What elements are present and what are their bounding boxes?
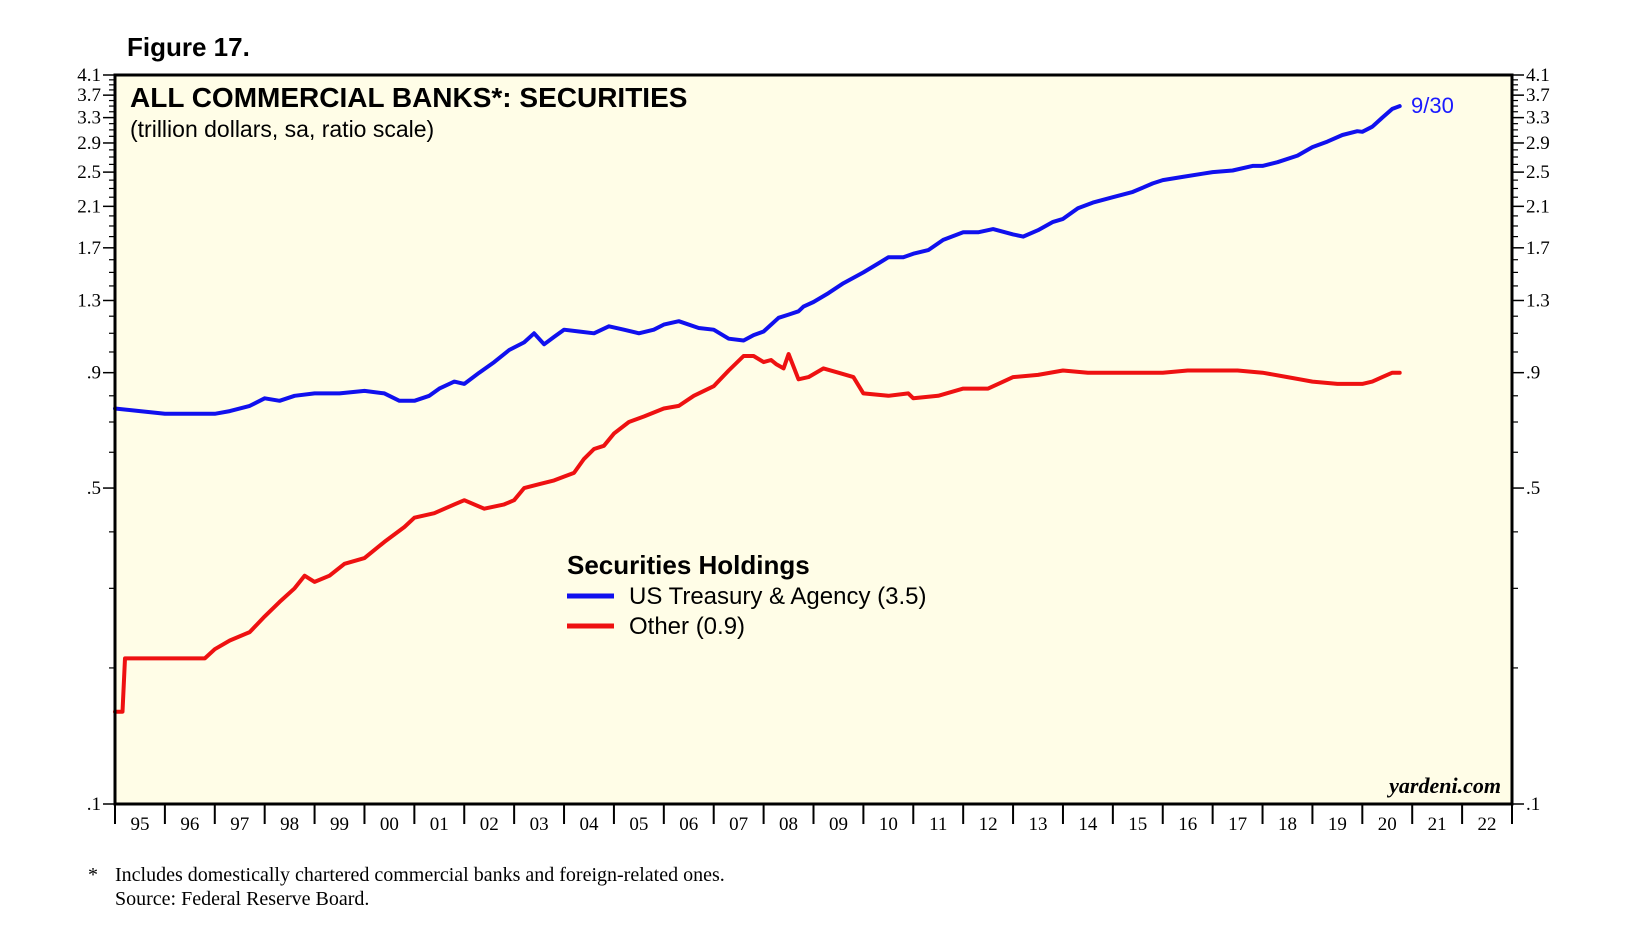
y-tick-label-right: 2.1 [1526, 196, 1550, 217]
x-tick-label: 13 [1029, 814, 1048, 835]
x-tick-label: 10 [879, 814, 898, 835]
x-tick-label: 97 [230, 814, 249, 835]
y-tick-label-left: 4.1 [77, 65, 101, 86]
y-tick-label-left: 3.7 [77, 85, 101, 106]
legend-label-other: Other (0.9) [629, 613, 745, 640]
x-tick-label: 14 [1078, 814, 1098, 835]
y-axis-right: .1 .5 .9 1.3 1.7 2.1 2.5 2.9 3.33.74.1 [1512, 65, 1550, 815]
x-tick-label: 08 [779, 814, 798, 835]
y-tick-label-left: 2.5 [77, 162, 101, 183]
figure-label: Figure 17. [127, 32, 250, 62]
chart-title: ALL COMMERCIAL BANKS*: SECURITIES [130, 82, 687, 113]
y-tick-label-left: .9 [87, 363, 101, 384]
y-tick-label-left: 2.1 [77, 196, 101, 217]
watermark: yardeni.com [1386, 773, 1501, 798]
x-tick-label: 20 [1378, 814, 1397, 835]
end-date-label: 9/30 [1411, 93, 1454, 118]
y-tick-label-left: 1.3 [77, 290, 101, 311]
y-tick-label-right: .5 [1526, 478, 1540, 499]
x-tick-label: 22 [1478, 814, 1497, 835]
y-tick-label-right: 3.7 [1526, 85, 1550, 106]
x-tick-label: 00 [380, 814, 399, 835]
plot-frame [113, 73, 1514, 806]
y-tick-label-left: .1 [87, 794, 101, 815]
legend: Securities Holdings US Treasury & Agency… [567, 550, 926, 640]
legend-label-treasury: US Treasury & Agency (3.5) [629, 583, 926, 610]
x-tick-label: 07 [729, 814, 748, 835]
x-tick-label: 96 [180, 814, 199, 835]
x-tick-label: 21 [1428, 814, 1447, 835]
footnote-marker: * [88, 864, 98, 886]
y-tick-label-right: 1.3 [1526, 290, 1550, 311]
x-tick-label: 19 [1328, 814, 1347, 835]
y-tick-label-left: 3.3 [77, 108, 101, 129]
y-tick-label-right: 1.7 [1526, 238, 1550, 259]
x-tick-label: 17 [1228, 814, 1247, 835]
footnote-text: Includes domestically chartered commerci… [115, 864, 725, 886]
x-tick-label: 02 [480, 814, 499, 835]
y-tick-label-right: 3.3 [1526, 108, 1550, 129]
series-line-other [113, 352, 1402, 714]
x-tick-label: 03 [530, 814, 549, 835]
plot-area [115, 75, 1512, 804]
y-tick-label-right: 2.5 [1526, 162, 1550, 183]
y-axis-left: .1 .5 .9 1.3 1.7 2.1 2.5 2.9 3.33.74.1 [77, 65, 115, 815]
x-tick-label: 15 [1128, 814, 1147, 835]
series-line-treasury [113, 104, 1402, 416]
source-note: Source: Federal Reserve Board. [115, 888, 369, 910]
x-tick-label: 98 [280, 814, 299, 835]
y-tick-label-left: .5 [87, 478, 101, 499]
series-layer [113, 104, 1402, 714]
x-tick-label: 11 [929, 814, 947, 835]
x-tick-label: 12 [979, 814, 998, 835]
y-tick-label-right: .1 [1526, 794, 1540, 815]
x-tick-label: 04 [579, 814, 599, 835]
x-axis: 95 96 97 98 99 00 01 02 03 04 05 06 07 08 09 10 11 12 13 14… [114, 804, 1513, 835]
x-tick-label: 16 [1178, 814, 1197, 835]
x-tick-label: 06 [679, 814, 698, 835]
x-tick-label: 95 [130, 814, 149, 835]
x-tick-label: 09 [829, 814, 848, 835]
x-tick-label: 99 [330, 814, 349, 835]
y-tick-label-right: 4.1 [1526, 65, 1550, 86]
y-tick-label-left: 1.7 [77, 238, 101, 259]
y-tick-label-right: 2.9 [1526, 133, 1550, 154]
x-tick-label: 05 [629, 814, 648, 835]
legend-title: Securities Holdings [567, 550, 810, 580]
chart-subtitle: (trillion dollars, sa, ratio scale) [130, 116, 434, 142]
y-tick-label-right: .9 [1526, 363, 1540, 384]
y-tick-label-left: 2.9 [77, 133, 101, 154]
x-tick-label: 01 [430, 814, 449, 835]
x-tick-label: 18 [1278, 814, 1297, 835]
